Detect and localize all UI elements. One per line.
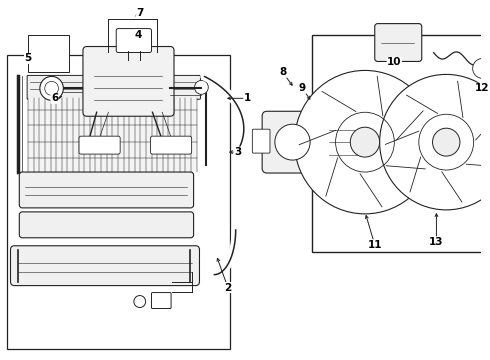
Text: 2: 2 <box>224 283 231 293</box>
FancyBboxPatch shape <box>252 129 270 153</box>
Text: 9: 9 <box>299 84 306 93</box>
FancyBboxPatch shape <box>10 246 199 285</box>
Text: 4: 4 <box>134 30 142 40</box>
Circle shape <box>45 81 58 95</box>
FancyBboxPatch shape <box>375 24 422 62</box>
Circle shape <box>195 80 208 94</box>
Text: 3: 3 <box>234 147 241 157</box>
FancyBboxPatch shape <box>19 212 194 238</box>
FancyArrowPatch shape <box>326 158 338 196</box>
FancyBboxPatch shape <box>19 172 194 208</box>
FancyArrowPatch shape <box>441 172 462 202</box>
Circle shape <box>433 128 460 156</box>
FancyBboxPatch shape <box>83 46 174 116</box>
FancyArrowPatch shape <box>360 174 382 207</box>
Bar <box>28 98 196 172</box>
FancyBboxPatch shape <box>319 112 380 170</box>
FancyArrowPatch shape <box>475 113 490 140</box>
FancyBboxPatch shape <box>27 75 200 99</box>
Circle shape <box>380 75 490 210</box>
Circle shape <box>294 71 436 214</box>
Circle shape <box>275 124 310 160</box>
Bar <box>312 35 490 252</box>
FancyArrowPatch shape <box>377 76 383 116</box>
Text: 12: 12 <box>475 84 490 93</box>
FancyBboxPatch shape <box>150 136 192 154</box>
FancyArrowPatch shape <box>466 164 490 167</box>
FancyArrowPatch shape <box>385 131 419 144</box>
Text: 6: 6 <box>51 93 58 103</box>
FancyArrowPatch shape <box>396 111 423 140</box>
FancyArrowPatch shape <box>322 91 356 112</box>
Text: 10: 10 <box>387 58 402 67</box>
FancyBboxPatch shape <box>485 37 490 76</box>
FancyBboxPatch shape <box>151 293 171 309</box>
FancyBboxPatch shape <box>262 111 329 173</box>
FancyArrowPatch shape <box>386 166 425 169</box>
Text: 7: 7 <box>136 8 144 18</box>
FancyArrowPatch shape <box>410 157 421 192</box>
Bar <box>28 35 69 72</box>
Circle shape <box>134 296 146 307</box>
FancyArrowPatch shape <box>299 130 336 145</box>
Text: 8: 8 <box>279 67 286 77</box>
Text: 5: 5 <box>24 54 32 63</box>
Text: 1: 1 <box>244 93 251 103</box>
Bar <box>6 55 230 349</box>
FancyBboxPatch shape <box>116 28 151 53</box>
FancyArrowPatch shape <box>458 81 463 118</box>
Text: 13: 13 <box>429 237 443 247</box>
Circle shape <box>350 127 380 157</box>
FancyArrowPatch shape <box>406 95 438 113</box>
Circle shape <box>473 58 490 78</box>
FancyBboxPatch shape <box>369 128 391 160</box>
Text: 11: 11 <box>368 240 382 250</box>
FancyBboxPatch shape <box>79 136 120 154</box>
Circle shape <box>40 76 63 100</box>
